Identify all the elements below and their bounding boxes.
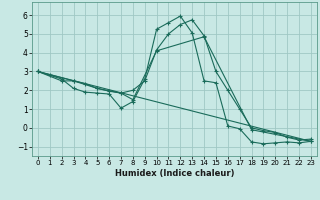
X-axis label: Humidex (Indice chaleur): Humidex (Indice chaleur) — [115, 169, 234, 178]
